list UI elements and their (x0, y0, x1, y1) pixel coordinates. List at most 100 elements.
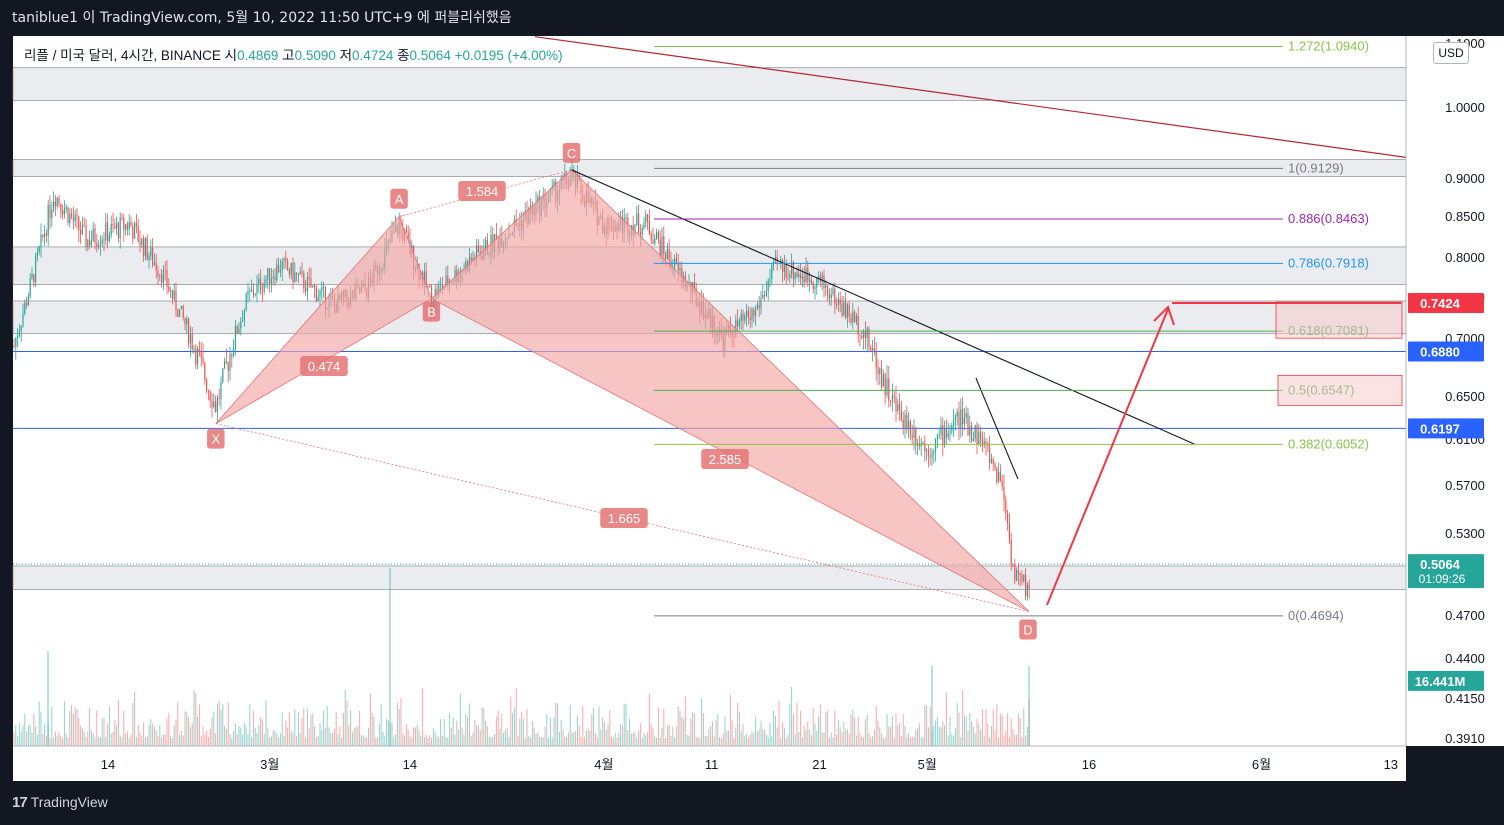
candle-body (144, 238, 146, 257)
candle-body (324, 286, 326, 309)
pattern-point-b-bg (422, 301, 441, 322)
candle-body (913, 427, 915, 438)
candle-body (821, 275, 823, 282)
candle-body (814, 287, 816, 289)
candle-body (200, 352, 202, 358)
candle-body (767, 280, 769, 292)
candle-body (899, 404, 901, 410)
candle-body (240, 321, 242, 329)
candle-body (951, 425, 953, 431)
candle-body (53, 201, 55, 211)
candle-body (108, 235, 110, 242)
candle-body (220, 382, 222, 399)
candle-body (656, 232, 658, 239)
candle-body (929, 456, 931, 458)
candle-body (791, 262, 793, 275)
volume-group (13, 568, 1030, 746)
pattern-point-d: D (1023, 623, 1032, 638)
candle-body (310, 278, 312, 288)
candle-body (184, 317, 186, 325)
candle-body (436, 289, 438, 297)
candle-body (211, 400, 213, 408)
legend-symbol: 리플 / 미국 달러, 4시간, BINANCE (24, 48, 221, 63)
candle-body (139, 241, 141, 245)
candle-body (299, 271, 301, 275)
candle-body (1017, 570, 1019, 573)
candle-body (904, 415, 906, 429)
candle-body (323, 286, 325, 288)
candle-body (263, 282, 265, 292)
publish-header: taniblue1 이 TradingView.com, 5월 10, 2022… (0, 0, 1504, 36)
candle-body (1025, 574, 1027, 597)
candle-body (837, 298, 839, 305)
descending-trendline (571, 169, 1196, 445)
candle-body (825, 285, 827, 289)
candle-body (495, 234, 497, 238)
candle-body (101, 239, 103, 244)
price-chart[interactable]: X A B C D 0.474 1.584 2.585 1.665 1.272(1.0940) 1(… (0, 36, 1504, 781)
candle-body (60, 203, 62, 211)
candle-body (85, 225, 87, 247)
candle-body (218, 397, 220, 399)
candle-body (186, 318, 188, 325)
candle-body (940, 425, 942, 435)
candle-body (188, 318, 190, 344)
candle-body (924, 442, 926, 452)
candle-body (119, 217, 121, 239)
candle-body (960, 408, 962, 429)
candle-body (171, 290, 173, 300)
candle-body (18, 330, 20, 337)
candle-body (296, 272, 298, 275)
candle-body (110, 224, 112, 236)
x-tick-label: 16 (1082, 757, 1096, 772)
candle-body (56, 197, 58, 207)
x-tick-label: 5월 (918, 757, 937, 772)
candle-body (783, 263, 785, 272)
candle-body (229, 354, 231, 371)
candle-body (15, 337, 17, 347)
candle-body (423, 271, 425, 285)
candle-body (47, 205, 49, 236)
candle-body (317, 296, 319, 302)
x-tick-label: 4월 (594, 757, 613, 772)
candle-body (20, 325, 22, 331)
candle-body (112, 224, 114, 226)
candle-body (96, 242, 98, 247)
candle-body (762, 294, 764, 299)
candle-body (141, 238, 143, 245)
candle-body (276, 264, 278, 281)
legend-open-label: 시 (224, 48, 238, 63)
candle-body (247, 290, 249, 294)
candle-body (659, 239, 661, 256)
candle-body (816, 277, 818, 288)
price-tag-bg (1408, 341, 1484, 362)
candle-body (953, 420, 955, 426)
candle-body (881, 368, 883, 387)
candle-body (971, 425, 973, 442)
candle-body (13, 346, 15, 348)
candle-body (998, 472, 1000, 483)
candle-body (758, 305, 760, 308)
candle-body (65, 207, 67, 210)
legend-close: 0.5064 (409, 48, 451, 63)
candle-body (425, 271, 427, 287)
footer-brand: TradingView (30, 794, 108, 810)
price-tag-bg (1408, 418, 1484, 439)
currency-button[interactable]: USD (1433, 42, 1469, 64)
candle-body (962, 408, 964, 425)
pattern-ratio-bg (600, 508, 648, 528)
candle-body (227, 362, 229, 371)
candle-body (809, 279, 811, 282)
candle-body (407, 232, 409, 240)
candle-body (294, 272, 296, 282)
price-tag: 0.7424 (1420, 296, 1461, 311)
candle-body (760, 298, 762, 308)
fib-level-label: 0.382(0.6052) (1288, 436, 1369, 451)
candle-body (290, 262, 292, 275)
candle-body (828, 294, 830, 299)
x-tick-label: 3월 (260, 757, 279, 772)
candle-body (159, 274, 161, 276)
price-tag-bg (1408, 670, 1484, 691)
candle-body (747, 310, 749, 318)
candle-body (98, 245, 100, 247)
